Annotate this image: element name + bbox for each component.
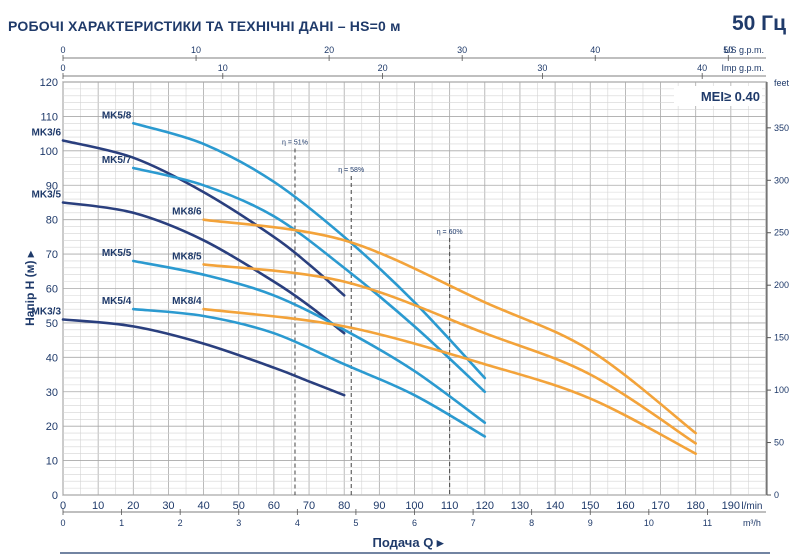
feet-tick-label: 300 (774, 175, 789, 185)
feet-tick-label: 50 (774, 438, 784, 448)
us-tick-label: 10 (191, 45, 201, 55)
y-tick-label: 60 (46, 284, 58, 296)
feet-tick-label: 150 (774, 333, 789, 343)
us-tick-label: 20 (324, 45, 334, 55)
series-line-mk5-8 (132, 122, 487, 380)
us-unit-label: US g.p.m. (724, 45, 764, 55)
y-tick-label: 70 (46, 249, 58, 261)
x-tick-label: 170 (651, 500, 669, 512)
series-label: MK3/3 (32, 306, 62, 317)
mei-note: MEI≥ 0.40 (701, 89, 760, 104)
x-tick-label: 100 (405, 500, 423, 512)
imp-tick-label: 20 (378, 63, 388, 73)
series-line-mk3-5 (61, 201, 346, 335)
page-title: РОБОЧІ ХАРАКТЕРИСТИКИ ТА ТЕХНІЧНІ ДАНІ –… (8, 18, 401, 34)
y-axis-title: Напір H (м) ▸ (23, 250, 37, 326)
imp-tick-label: 30 (537, 63, 547, 73)
efficiency-label: η = 60% (437, 229, 463, 236)
y-tick-label: 30 (46, 387, 58, 399)
feet-unit-label: feet (774, 78, 790, 88)
x-tick-label: 0 (60, 500, 66, 512)
frequency-label: 50 Гц (731, 12, 786, 35)
series-label: MK5/8 (102, 110, 132, 121)
y-tick-label: 40 (46, 352, 58, 364)
m3h-tick-label: 3 (236, 518, 241, 528)
feet-tick-label: 0 (774, 490, 779, 500)
x-tick-label: 40 (197, 500, 209, 512)
feet-tick-label: 250 (774, 228, 789, 238)
x-tick-label: 60 (268, 500, 280, 512)
x-tick-label: 140 (546, 500, 564, 512)
x-unit-label: l/min (741, 501, 762, 512)
series-label: MK8/4 (172, 296, 202, 307)
us-tick-label: 30 (457, 45, 467, 55)
y-tick-label: 50 (46, 318, 58, 330)
imp-unit-label: Imp g.p.m. (721, 63, 764, 73)
efficiency-label: η = 58% (338, 167, 364, 174)
m3h-tick-label: 0 (60, 518, 65, 528)
m3h-tick-label: 4 (295, 518, 300, 528)
x-tick-label: 110 (441, 500, 459, 512)
m3h-tick-label: 5 (353, 518, 358, 528)
us-tick-label: 40 (590, 45, 600, 55)
x-tick-label: 120 (476, 500, 494, 512)
series-label: MK8/5 (172, 251, 202, 262)
x-tick-label: 30 (162, 500, 174, 512)
series-line-mk8-5 (202, 263, 697, 445)
m3h-tick-label: 1 (119, 518, 124, 528)
series-line-mk5-7 (132, 166, 487, 394)
m3h-tick-label: 2 (178, 518, 183, 528)
imp-tick-label: 0 (60, 63, 65, 73)
x-tick-label: 90 (373, 500, 385, 512)
feet-tick-label: 350 (774, 123, 789, 133)
x-tick-label: 150 (581, 500, 599, 512)
m3h-tick-label: 7 (471, 518, 476, 528)
x-tick-label: 80 (338, 500, 350, 512)
y-tick-label: 80 (46, 215, 58, 227)
mei-box (674, 86, 762, 106)
y-tick-label: 120 (40, 77, 58, 89)
series-label: MK5/7 (102, 155, 132, 166)
series-line-mk3-3 (61, 318, 346, 397)
m3h-unit-label: m³/h (743, 518, 761, 528)
y-tick-label: 110 (40, 111, 58, 123)
feet-tick-label: 100 (774, 385, 789, 395)
series-line-mk5-4 (132, 307, 487, 438)
x-tick-label: 160 (616, 500, 634, 512)
series-label: MK8/6 (172, 207, 202, 218)
y-tick-label: 10 (46, 456, 58, 468)
series-line-mk3-6 (61, 139, 346, 297)
m3h-tick-label: 11 (703, 518, 712, 528)
x-tick-label: 20 (127, 500, 139, 512)
y-tick-label: 20 (46, 421, 58, 433)
m3h-tick-label: 6 (412, 518, 417, 528)
x-tick-label: 70 (303, 500, 315, 512)
imp-tick-label: 40 (697, 63, 707, 73)
x-tick-label: 190 (722, 500, 740, 512)
y-tick-label: 90 (46, 180, 58, 192)
efficiency-label: η = 51% (282, 140, 308, 147)
series-label: MK5/5 (102, 248, 132, 259)
series-label: MK5/4 (102, 296, 132, 307)
series-line-mk5-5 (132, 259, 487, 424)
series-line-mk8-6 (202, 218, 697, 435)
series-label: MK3/5 (32, 189, 62, 200)
m3h-tick-label: 9 (588, 518, 593, 528)
imp-tick-label: 10 (218, 63, 228, 73)
us-tick-label: 50 (723, 45, 733, 55)
y-tick-label: 0 (52, 490, 58, 502)
x-tick-label: 130 (511, 500, 529, 512)
us-tick-label: 0 (60, 45, 65, 55)
series-label: MK3/6 (32, 128, 62, 139)
m3h-tick-label: 10 (644, 518, 654, 528)
x-tick-label: 180 (687, 500, 705, 512)
series-line-mk8-4 (202, 307, 697, 455)
x-axis-title: Подача Q ▸ (373, 535, 445, 550)
feet-tick-label: 200 (774, 280, 789, 290)
m3h-tick-label: 8 (529, 518, 534, 528)
y-tick-label: 100 (40, 146, 58, 158)
x-tick-label: 50 (233, 500, 245, 512)
x-tick-label: 10 (92, 500, 104, 512)
